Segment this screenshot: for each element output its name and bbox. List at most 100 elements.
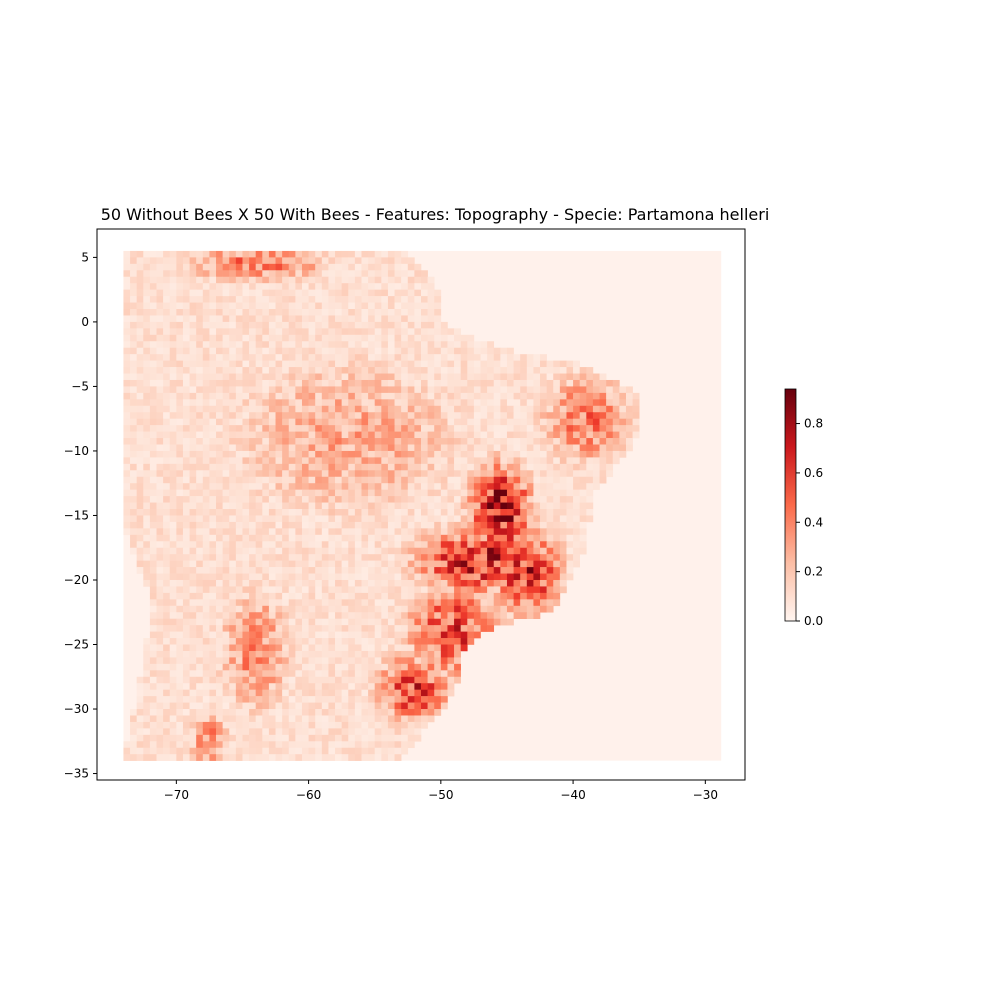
heatmap-cell — [196, 605, 204, 613]
heatmap-cell — [149, 715, 157, 723]
heatmap-cell — [282, 347, 290, 355]
heatmap-cell — [282, 379, 290, 387]
heatmap-cell — [566, 360, 574, 368]
heatmap-cell — [196, 631, 204, 639]
heatmap-cell — [506, 463, 514, 471]
heatmap-cell — [130, 367, 137, 374]
heatmap-cell — [216, 367, 223, 374]
heatmap-cell — [288, 747, 296, 755]
heatmap-cell — [493, 444, 501, 452]
heatmap-cell — [321, 554, 329, 561]
heatmap-cell — [573, 438, 580, 445]
heatmap-cell — [163, 496, 171, 503]
heatmap-cell — [321, 347, 329, 355]
heatmap-cell — [176, 515, 184, 523]
heatmap-cell — [381, 721, 389, 729]
heatmap-cell — [460, 444, 468, 452]
heatmap-cell — [315, 399, 323, 407]
heatmap-cell — [566, 541, 574, 549]
heatmap-cell — [440, 573, 448, 581]
heatmap-cell — [182, 631, 190, 639]
heatmap-cell — [288, 444, 296, 452]
heatmap-cell — [341, 470, 349, 478]
heatmap-cell — [262, 270, 270, 278]
heatmap-cell — [288, 276, 296, 284]
heatmap-cell — [222, 657, 230, 665]
heatmap-cell — [301, 747, 309, 755]
heatmap-cell — [202, 586, 210, 594]
heatmap-cell — [454, 502, 461, 510]
heatmap-cell — [559, 567, 567, 574]
heatmap-cell — [427, 670, 435, 678]
heatmap-cell — [368, 270, 376, 278]
heatmap-cell — [268, 379, 276, 387]
heatmap-cell — [354, 496, 362, 503]
heatmap-cell — [414, 567, 422, 574]
heatmap-cell — [407, 638, 415, 645]
heatmap-cell — [182, 663, 190, 671]
heatmap-cell — [308, 457, 316, 465]
heatmap-cell — [460, 534, 468, 542]
heatmap-cell — [229, 386, 237, 394]
heatmap-cell — [123, 502, 131, 510]
heatmap-cell — [308, 347, 316, 355]
heatmap-cell — [341, 683, 349, 690]
heatmap-cell — [540, 367, 547, 374]
heatmap-cell — [288, 515, 296, 523]
heatmap-cell — [454, 457, 461, 465]
heatmap-cell — [335, 270, 342, 278]
heatmap-cell — [249, 631, 256, 639]
heatmap-cell — [275, 470, 283, 478]
heatmap-cell — [387, 289, 395, 297]
heatmap-cell — [235, 754, 243, 761]
heatmap-cell — [447, 644, 455, 652]
heatmap-cell — [473, 625, 481, 632]
heatmap-cell — [348, 270, 356, 278]
heatmap-cell — [381, 683, 389, 690]
x-tick-label: −30 — [693, 788, 718, 802]
heatmap-cell — [268, 476, 276, 484]
heatmap-cell — [506, 560, 514, 568]
heatmap-cell — [361, 554, 369, 561]
heatmap-cell — [268, 328, 276, 336]
heatmap-cell — [149, 728, 157, 736]
heatmap-cell — [540, 438, 547, 445]
heatmap-cell — [262, 347, 270, 355]
heatmap-cell — [374, 573, 382, 581]
heatmap-cell — [255, 676, 263, 684]
heatmap-cell — [308, 560, 316, 568]
heatmap-cell — [275, 425, 283, 432]
heatmap-cell — [321, 379, 329, 387]
heatmap-cell — [374, 515, 382, 523]
heatmap-cell — [163, 289, 171, 297]
heatmap-cell — [381, 625, 389, 632]
heatmap-cell — [169, 579, 177, 587]
heatmap-cell — [480, 573, 488, 581]
heatmap-cell — [328, 392, 336, 400]
heatmap-cell — [573, 379, 580, 387]
heatmap-cell — [328, 734, 336, 742]
heatmap-cell — [407, 360, 415, 368]
heatmap-cell — [394, 412, 402, 419]
heatmap-cell — [216, 579, 223, 587]
heatmap-cell — [189, 257, 197, 265]
heatmap-cell — [434, 444, 442, 452]
heatmap-cell — [440, 683, 448, 690]
heatmap-cell — [176, 528, 184, 536]
heatmap-cell — [606, 438, 614, 445]
heatmap-cell — [242, 399, 250, 407]
heatmap-cell — [361, 328, 369, 336]
heatmap-cell — [473, 528, 481, 536]
heatmap-cell — [328, 334, 336, 342]
heatmap-cell — [282, 470, 290, 478]
heatmap-cell — [434, 315, 442, 323]
heatmap-cell — [163, 250, 171, 258]
heatmap-cell — [295, 392, 303, 400]
heatmap-cell — [500, 444, 508, 452]
heatmap-cell — [599, 373, 607, 381]
heatmap-cell — [202, 418, 210, 426]
heatmap-cell — [553, 431, 561, 439]
heatmap-cell — [381, 502, 389, 510]
heatmap-cell — [288, 431, 296, 439]
heatmap-cell — [262, 754, 270, 761]
